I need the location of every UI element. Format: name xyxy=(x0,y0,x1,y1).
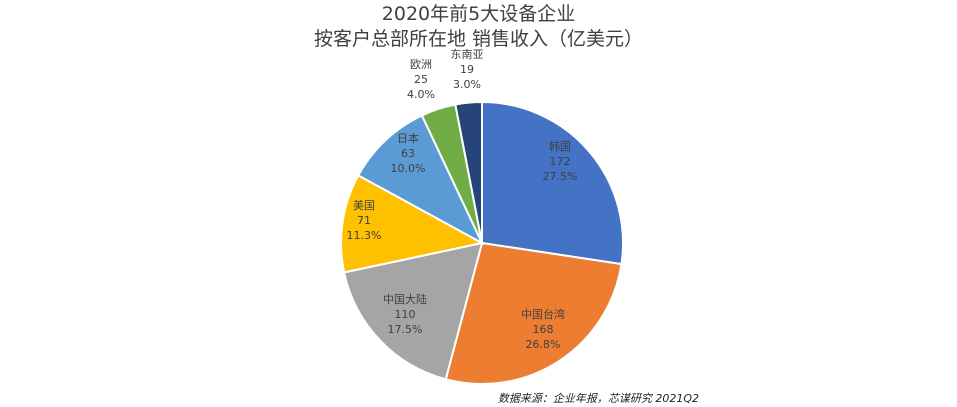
pie-slice-3 xyxy=(340,174,485,274)
data-label-2: 中国大陆 110 17.5% xyxy=(383,292,427,336)
pie-slice-2 xyxy=(342,241,484,381)
pie-slice-6 xyxy=(454,100,483,244)
chart-title: 2020年前5大设备企业 按客户总部所在地 销售收入（亿美元） xyxy=(0,2,957,52)
data-label-4: 日本 63 10.0% xyxy=(391,131,426,175)
source-note: 数据来源：企业年报，芯谋研究 2021Q2 xyxy=(497,392,699,405)
data-label-6: 东南亚 19 3.0% xyxy=(451,48,484,91)
pie-slice-4 xyxy=(356,114,485,246)
pie-slice-0 xyxy=(481,100,624,266)
pie-labels: 韩国 172 27.5% 中国台湾 168 26.8% 中国大陆 110 17.5% 美国 71 11… xyxy=(347,48,578,351)
pie-slice-1 xyxy=(444,241,623,385)
data-label-0: 韩国 172 27.5% xyxy=(543,139,578,183)
data-label-3: 美国 71 11.3% xyxy=(347,199,382,242)
data-label-5: 欧洲 25 4.0% xyxy=(407,58,435,101)
data-label-1: 中国台湾 168 26.8% xyxy=(521,307,565,351)
chart-title-line2: 按客户总部所在地 销售收入（亿美元） xyxy=(313,28,644,50)
chart-title-line1: 2020年前5大设备企业 xyxy=(381,3,576,25)
pie-slices xyxy=(340,100,624,385)
